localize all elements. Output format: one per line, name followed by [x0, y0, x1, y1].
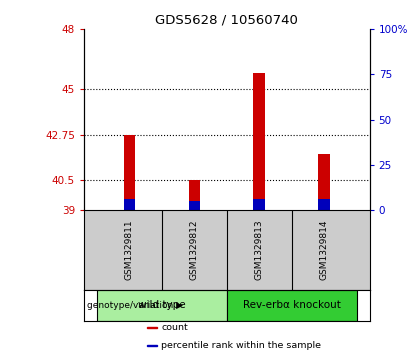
Bar — [147, 345, 157, 346]
Bar — [189, 201, 200, 211]
Text: GSM1329812: GSM1329812 — [190, 220, 199, 280]
Text: GSM1329813: GSM1329813 — [255, 220, 264, 280]
Bar — [253, 199, 265, 211]
Text: wild type: wild type — [138, 300, 186, 310]
Text: genotype/variation ▶: genotype/variation ▶ — [87, 301, 183, 310]
Title: GDS5628 / 10560740: GDS5628 / 10560740 — [155, 13, 298, 26]
Text: Rev-erbα knockout: Rev-erbα knockout — [243, 300, 341, 310]
Text: GSM1329814: GSM1329814 — [320, 220, 329, 280]
Text: percentile rank within the sample: percentile rank within the sample — [161, 341, 321, 350]
Text: count: count — [161, 323, 188, 332]
Text: GSM1329811: GSM1329811 — [125, 220, 134, 280]
Bar — [318, 199, 330, 211]
Bar — [318, 154, 330, 211]
Bar — [123, 199, 135, 211]
Bar — [97, 290, 227, 321]
Bar — [227, 290, 357, 321]
Bar — [123, 135, 135, 211]
Bar — [253, 73, 265, 211]
Bar — [147, 327, 157, 328]
Bar — [189, 180, 200, 211]
